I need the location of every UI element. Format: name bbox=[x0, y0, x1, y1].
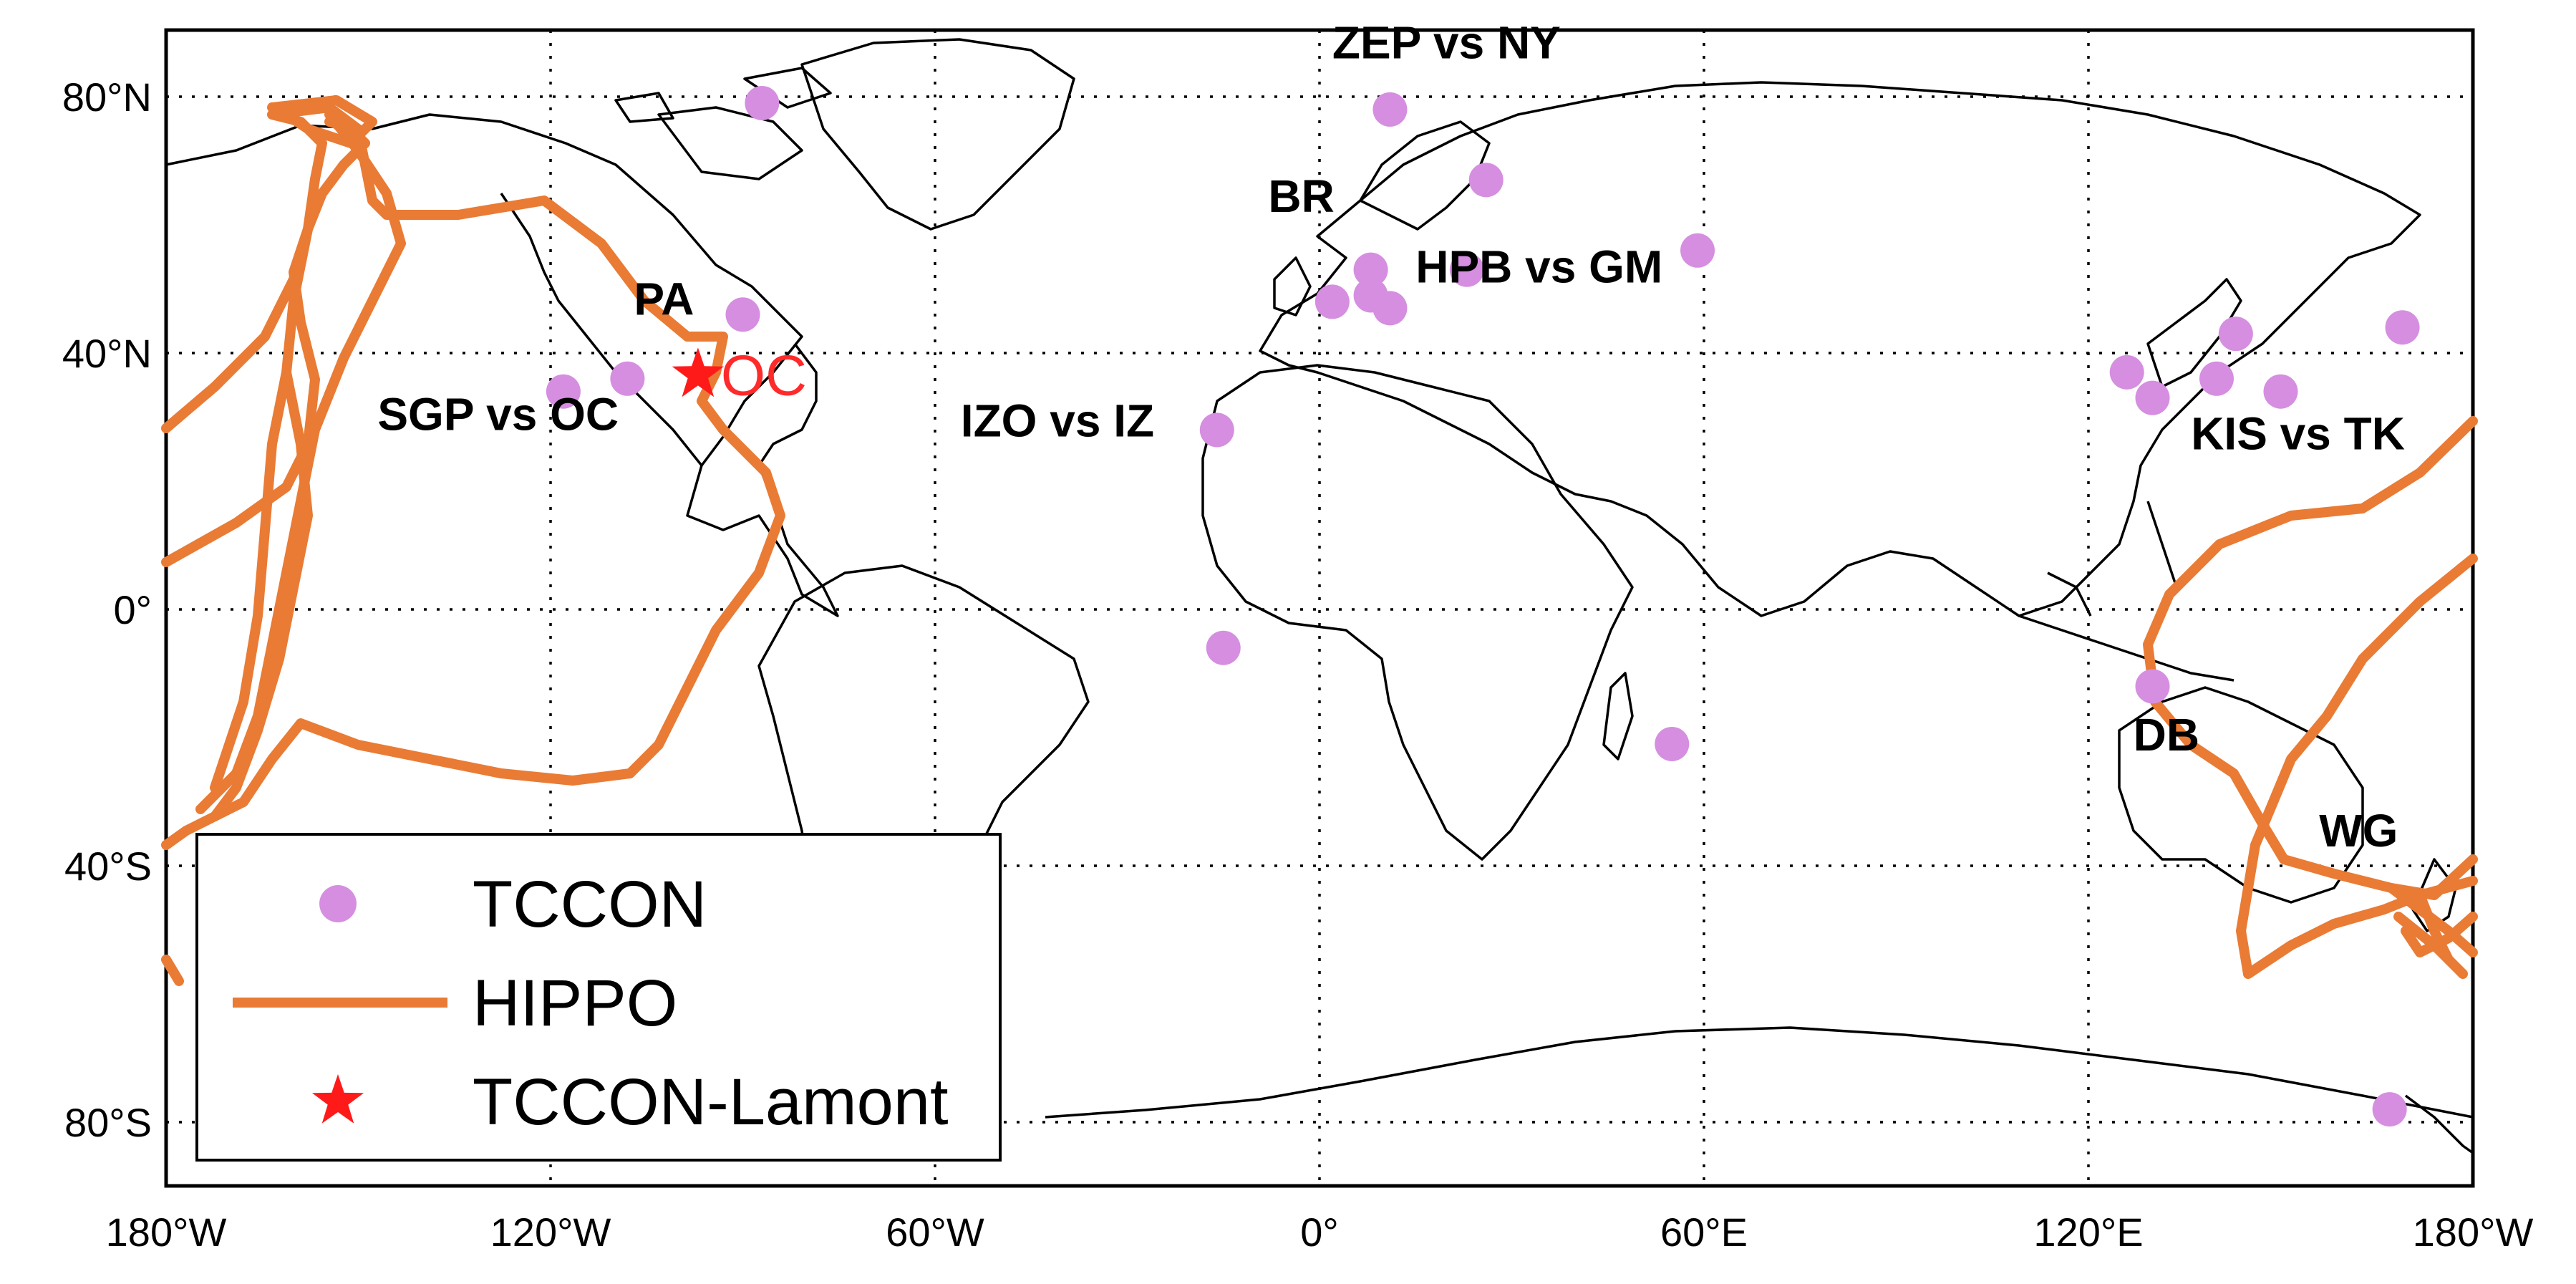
tccon-site-marker bbox=[1372, 92, 1408, 127]
hippo-track-pacific-b bbox=[2236, 554, 2478, 979]
legend-tccon-marker bbox=[319, 885, 357, 922]
lon-tick-label: 60°W bbox=[886, 1210, 984, 1255]
hippo-track-pacific-a bbox=[2143, 416, 2478, 900]
lamont-label: OC bbox=[721, 343, 807, 407]
site-label: SGP vs OC bbox=[377, 388, 619, 440]
latitude-tick-labels: 80°N 40°N 0° 40°S 80°S bbox=[62, 74, 152, 1145]
hippo-track-americas-c bbox=[210, 224, 313, 821]
coast-greenland bbox=[800, 38, 1075, 231]
lon-tick-label: 120°W bbox=[490, 1210, 611, 1255]
site-label: HPB vs GM bbox=[1415, 241, 1662, 293]
coast-madagascar bbox=[1602, 672, 1634, 761]
tccon-site-marker bbox=[546, 374, 581, 409]
site-label: BR bbox=[1268, 170, 1334, 222]
lat-tick-label: 0° bbox=[113, 587, 152, 632]
tccon-site-marker bbox=[2199, 361, 2234, 396]
site-label: ZEP vs NY bbox=[1332, 16, 1561, 68]
tccon-sites bbox=[546, 85, 2420, 1127]
tccon-site-marker bbox=[610, 361, 645, 396]
legend-tccon-label: TCCON bbox=[473, 868, 707, 941]
lat-tick-label: 80°S bbox=[64, 1100, 152, 1145]
legend-lamont-label: TCCON-Lamont bbox=[473, 1066, 949, 1139]
tccon-site-marker bbox=[2372, 1092, 2407, 1127]
tccon-site-marker bbox=[2135, 380, 2170, 415]
hippo-track-nz-cluster bbox=[2386, 883, 2478, 979]
site-label: KIS vs TK bbox=[2191, 407, 2405, 459]
lon-tick-label: 120°E bbox=[2033, 1210, 2143, 1255]
site-label: DB bbox=[2134, 709, 2199, 761]
coast-australia bbox=[2118, 686, 2364, 904]
coast-africa bbox=[1201, 364, 1634, 861]
hippo-track-left-edge bbox=[161, 955, 184, 986]
tccon-site-marker bbox=[745, 85, 780, 120]
lat-tick-label: 40°S bbox=[64, 844, 152, 889]
tccon-site-marker bbox=[1353, 252, 1388, 287]
tccon-site-marker bbox=[2109, 354, 2144, 390]
lamont-star-icon bbox=[672, 347, 724, 397]
tccon-site-marker bbox=[2263, 374, 2298, 409]
lon-tick-label: 0° bbox=[1300, 1210, 1339, 1255]
tccon-site-marker bbox=[1206, 630, 1241, 665]
hippo-track-americas-d bbox=[195, 110, 406, 814]
coast-japan bbox=[2146, 278, 2242, 388]
lat-tick-label: 40°N bbox=[62, 331, 152, 376]
legend: TCCON HIPPO TCCON-Lamont bbox=[195, 833, 1002, 1162]
coast-scandinavia bbox=[1359, 120, 1491, 231]
site-label: PA bbox=[634, 273, 694, 324]
hippo-track-americas-b bbox=[161, 117, 370, 567]
lat-tick-label: 80°N bbox=[62, 74, 152, 120]
site-label: IZO vs IZ bbox=[961, 395, 1154, 446]
legend-hippo-label: HIPPO bbox=[473, 967, 677, 1040]
tccon-site-marker bbox=[1199, 412, 1234, 448]
lon-tick-label: 180°W bbox=[106, 1210, 227, 1255]
site-labels: ZEP vs NY BR HPB vs GM PA SGP vs OC IZO vs IZ… bbox=[377, 16, 2405, 856]
tccon-site-marker bbox=[2385, 310, 2420, 345]
lon-tick-label: 60°E bbox=[1660, 1210, 1748, 1255]
hippo-track-arctic-loop bbox=[267, 95, 377, 148]
tccon-site-marker bbox=[1655, 726, 1690, 761]
hippo-tracks bbox=[161, 95, 2478, 986]
tccon-site-marker bbox=[1468, 163, 1504, 198]
tccon-site-marker bbox=[1449, 252, 1484, 287]
coast-antarctica-peninsula bbox=[2404, 1094, 2474, 1154]
tccon-site-marker bbox=[2135, 669, 2170, 704]
tccon-site-marker bbox=[1680, 233, 1715, 268]
coast-british-isles bbox=[1273, 256, 1312, 317]
coast-indonesia bbox=[2018, 501, 2234, 682]
site-label: WG bbox=[2319, 805, 2398, 856]
lon-tick-label: 180°W bbox=[2413, 1210, 2534, 1255]
tccon-lamont-marker: OC bbox=[672, 343, 807, 407]
tccon-site-marker bbox=[2218, 317, 2253, 352]
legend-lamont-star-icon bbox=[311, 1074, 364, 1124]
tccon-site-marker bbox=[725, 297, 760, 332]
tccon-site-marker bbox=[1314, 284, 1350, 319]
longitude-tick-labels: 180°W 120°W 60°W 0° 60°E 120°E 180°W bbox=[106, 1210, 2534, 1255]
coast-eurasia bbox=[1259, 81, 2421, 617]
tccon-site-marker bbox=[1372, 291, 1408, 326]
coast-antarctica bbox=[1045, 1026, 2474, 1119]
